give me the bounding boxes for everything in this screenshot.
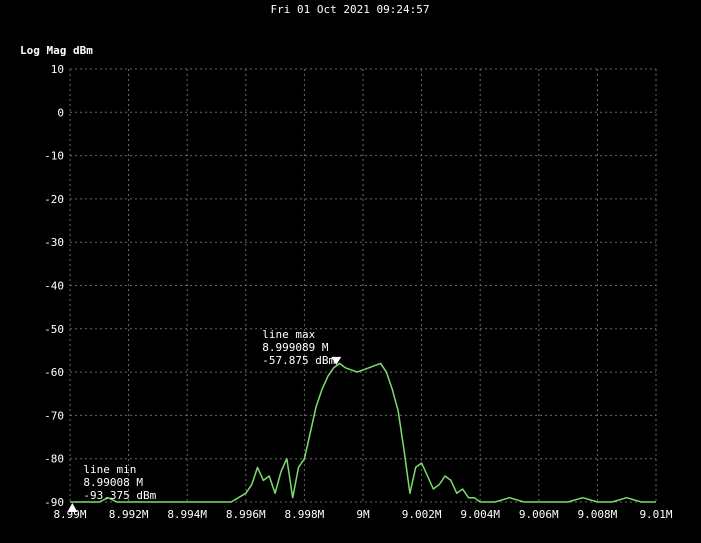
x-tick-label: 8.992M: [109, 508, 149, 521]
x-tick-label: 9.01M: [639, 508, 672, 521]
marker-max-text: -57.875 dBm: [262, 354, 335, 367]
grid: [69, 68, 657, 503]
x-tick-label: 9.004M: [460, 508, 500, 521]
y-tick-label: -50: [44, 323, 64, 336]
marker-max-triangle: [331, 356, 342, 365]
y-tick-label: -60: [44, 366, 64, 379]
y-tick-label: -20: [44, 193, 64, 206]
trace-line: [70, 362, 656, 503]
trace-layer: [70, 362, 656, 503]
marker-min-text: 8.99008 M: [83, 476, 143, 489]
x-tick-label: 8.99M: [53, 508, 86, 521]
x-tick-label: 9.008M: [578, 508, 618, 521]
y-tick-label: -40: [44, 280, 64, 293]
x-tick-label: 9M: [356, 508, 370, 521]
x-tick-label: 8.994M: [167, 508, 207, 521]
y-axis-label: Log Mag dBm: [20, 44, 93, 57]
axis-ticks: 10 0 -10 -20 -30 -40 -50 -60 -70 -80 -908.99M 8.992…: [44, 63, 673, 521]
y-tick-label: -80: [44, 453, 64, 466]
timestamp: Fri 01 Oct 2021 09:24:57: [271, 3, 430, 16]
y-tick-label: 10: [51, 63, 64, 76]
marker-max-text: line max: [262, 328, 315, 341]
x-tick-label: 8.998M: [285, 508, 325, 521]
marker-min-text: line min: [83, 463, 136, 476]
y-tick-label: -70: [44, 409, 64, 422]
marker-max-text: 8.999089 M: [262, 341, 329, 354]
marker-min-triangle: [67, 503, 78, 512]
y-tick-label: -10: [44, 150, 64, 163]
y-tick-label: -30: [44, 236, 64, 249]
x-tick-label: 9.006M: [519, 508, 559, 521]
marker-min-text: -93.375 dBm: [83, 489, 156, 502]
x-tick-label: 9.002M: [402, 508, 442, 521]
y-tick-label: 0: [57, 106, 64, 119]
x-tick-label: 8.996M: [226, 508, 266, 521]
y-tick-label: -90: [44, 496, 64, 509]
